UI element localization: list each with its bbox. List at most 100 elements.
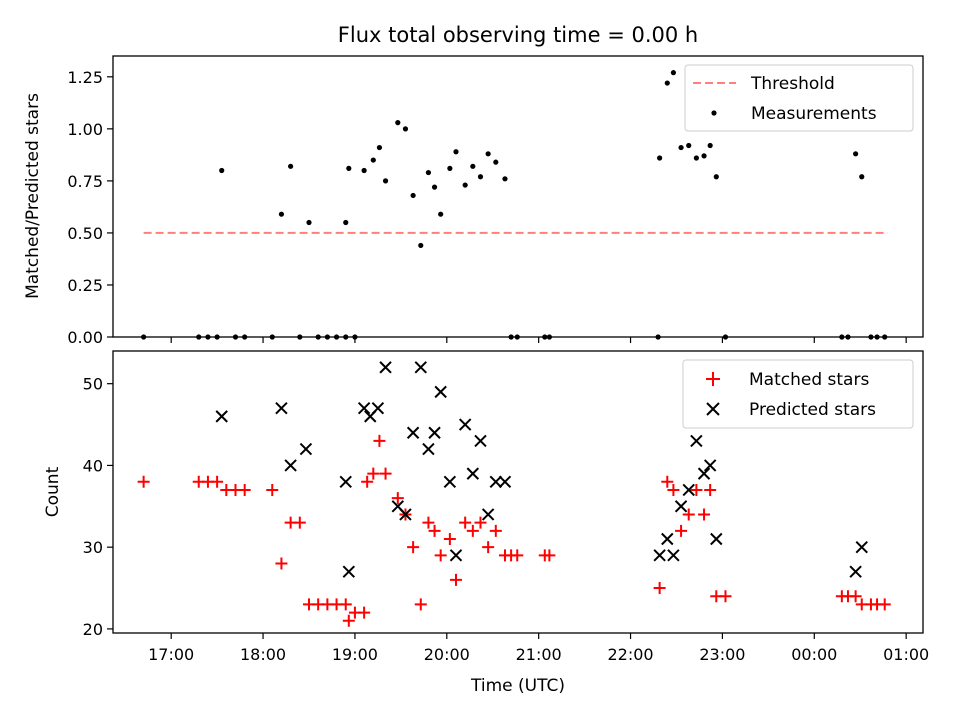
matched-star-point — [238, 483, 251, 496]
predicted-star-point — [667, 549, 680, 562]
bottom-x-tick-label: 20:00 — [424, 645, 470, 664]
legend-threshold-label: Threshold — [750, 74, 835, 94]
matched-star-point — [653, 582, 666, 595]
top-y-tick-label: 0.00 — [67, 328, 103, 347]
predicted-star-point — [697, 467, 711, 480]
predicted-star-point — [428, 426, 441, 439]
predicted-star-point — [458, 418, 472, 431]
measurement-point — [693, 155, 699, 161]
predicted-star-point — [849, 565, 862, 578]
measurement-point — [546, 334, 552, 340]
predicted-star-point — [215, 410, 228, 423]
bottom-x-tick-label: 23:00 — [699, 645, 745, 664]
matched-star-point — [379, 467, 392, 480]
measurement-point — [707, 142, 713, 149]
measurement-point — [859, 174, 865, 180]
measurement-point — [431, 184, 438, 190]
measurement-point — [713, 174, 719, 180]
measurement-point — [410, 192, 416, 199]
bottom-legend: Matched stars Predicted stars — [682, 359, 914, 429]
matched-star-point — [137, 475, 150, 488]
measurements-layer — [141, 70, 888, 340]
measurement-point — [470, 163, 476, 169]
top-panel: 0.00 0.25 0.50 0.75 1.00 1.25 Matched/Predict… — [23, 55, 924, 347]
measurement-point — [664, 80, 670, 86]
bottom-x-tick-label: 22:00 — [607, 645, 653, 664]
measurement-point — [882, 334, 888, 340]
top-y-tick-label: 0.75 — [67, 172, 103, 191]
predicted-star-point — [661, 532, 674, 546]
matched-star-point — [358, 606, 371, 619]
predicted-star-point — [489, 475, 503, 488]
top-x-tickmarks — [170, 337, 907, 343]
legend-measurements-label: Measurements — [751, 104, 877, 124]
measurement-point — [141, 334, 147, 340]
predicted-star-point — [399, 508, 412, 521]
bottom-y-tick-label: 30 — [83, 538, 103, 557]
legend-matched-label: Matched stars — [749, 370, 869, 390]
matched-star-point — [339, 598, 352, 611]
bottom-y-axis: 20 30 40 50 — [83, 375, 113, 639]
measurement-point — [485, 151, 491, 157]
matched-star-point — [482, 541, 495, 554]
top-y-tick-label: 0.25 — [67, 276, 103, 295]
measurement-point — [477, 174, 484, 180]
measurement-point — [278, 211, 285, 217]
measurement-point — [288, 163, 294, 169]
measurement-point — [508, 334, 514, 340]
measurement-point — [845, 334, 851, 340]
measurement-point — [839, 334, 845, 340]
predicted-star-point — [466, 467, 480, 480]
predicted-star-point — [674, 500, 688, 513]
matched-star-point — [211, 475, 224, 488]
top-legend-box — [684, 64, 914, 132]
matched-star-point — [719, 590, 732, 603]
measurement-point — [493, 159, 499, 165]
measurement-point — [678, 144, 684, 151]
measurement-point — [447, 165, 453, 171]
measurement-point — [324, 334, 330, 340]
predicted-star-point — [414, 361, 427, 374]
bottom-x-tick-label: 19:00 — [332, 645, 378, 664]
top-y-tick-label: 1.00 — [67, 120, 103, 139]
matched-star-point — [434, 549, 447, 562]
matched-star-point — [474, 516, 487, 529]
measurement-point — [361, 167, 367, 174]
measurement-point — [853, 151, 859, 157]
predicted-star-point — [703, 459, 717, 472]
matched-star-point — [266, 483, 279, 496]
measurement-point — [196, 334, 202, 340]
measurement-point — [655, 334, 661, 340]
bottom-y-tick-label: 50 — [83, 375, 103, 394]
bottom-x-axis: 17:00 18:00 19:00 20:00 21:00 22:00 23:00 00:00… — [148, 633, 929, 664]
measurement-point — [514, 334, 520, 340]
bottom-x-tick-label: 00:00 — [791, 645, 837, 664]
bottom-legend-box — [682, 359, 914, 429]
predicted-star-point — [710, 532, 723, 546]
measurement-point — [343, 334, 349, 340]
predicted-star-point — [379, 361, 392, 374]
bottom-x-tick-label: 17:00 — [148, 645, 194, 664]
matched-star-point — [373, 434, 386, 447]
matched-stars-layer — [137, 434, 891, 627]
measurement-point — [502, 176, 508, 182]
measurement-point — [219, 167, 225, 174]
matched-star-point — [849, 590, 862, 603]
predicted-star-point — [284, 459, 297, 472]
measurement-point — [382, 178, 389, 184]
predicted-stars-layer — [215, 361, 868, 578]
predicted-star-point — [342, 565, 356, 578]
x-axis-label: Time (UTC) — [470, 676, 565, 696]
measurement-point — [395, 120, 401, 126]
measurement-point — [232, 334, 239, 340]
predicted-star-point — [449, 549, 463, 562]
predicted-star-point — [357, 402, 371, 415]
matched-star-point — [449, 573, 462, 586]
top-y-axis-label: Matched/Predicted stars — [23, 93, 43, 299]
measurement-point — [315, 334, 321, 340]
measurement-point — [686, 142, 692, 149]
bottom-y-tick-label: 40 — [83, 456, 103, 475]
measurement-point — [438, 211, 444, 217]
measurement-point — [205, 334, 211, 340]
